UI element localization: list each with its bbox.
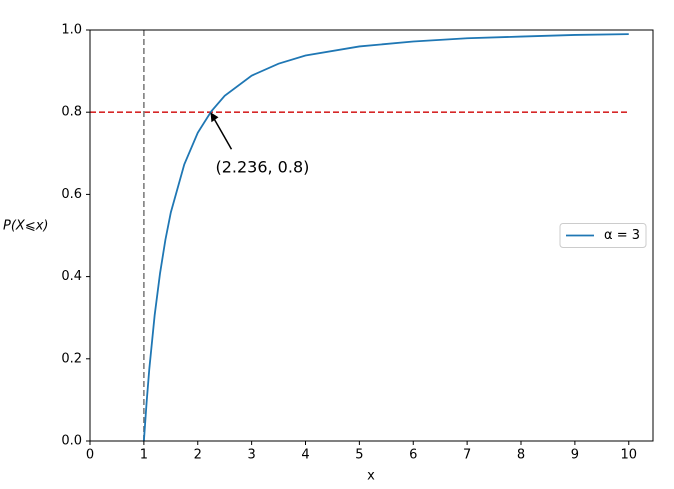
x-tick-label: 5 [355, 448, 363, 463]
y-tick-label: 1.0 [61, 23, 82, 38]
annotation-text: (2.236, 0.8) [215, 158, 309, 177]
y-tick-label: 0.6 [61, 187, 82, 202]
x-tick-label: 9 [571, 448, 579, 463]
x-tick-label: 4 [301, 448, 309, 463]
y-tick-label: 0.2 [61, 351, 82, 366]
legend-label: α = 3 [604, 228, 640, 243]
x-tick-label: 7 [463, 448, 471, 463]
x-tick-label: 1 [140, 448, 148, 463]
x-tick-label: 2 [194, 448, 202, 463]
y-tick-label: 0.4 [61, 269, 82, 284]
x-tick-label: 8 [517, 448, 525, 463]
x-tick-label: 0 [86, 448, 94, 463]
x-tick-label: 6 [409, 448, 417, 463]
plot-frame [89, 29, 654, 442]
x-axis-label: x [367, 469, 375, 484]
x-tick-label: 3 [247, 448, 255, 463]
y-tick-label: 0.0 [61, 434, 82, 449]
x-tick-label: 10 [620, 448, 637, 463]
y-tick-label: 0.8 [61, 105, 82, 120]
y-axis-label: P(X⩽x) [3, 219, 48, 234]
annotation-arrowhead [210, 112, 219, 123]
annotation-arrow [210, 113, 233, 150]
legend-box [559, 223, 647, 248]
line-series [142, 33, 629, 442]
